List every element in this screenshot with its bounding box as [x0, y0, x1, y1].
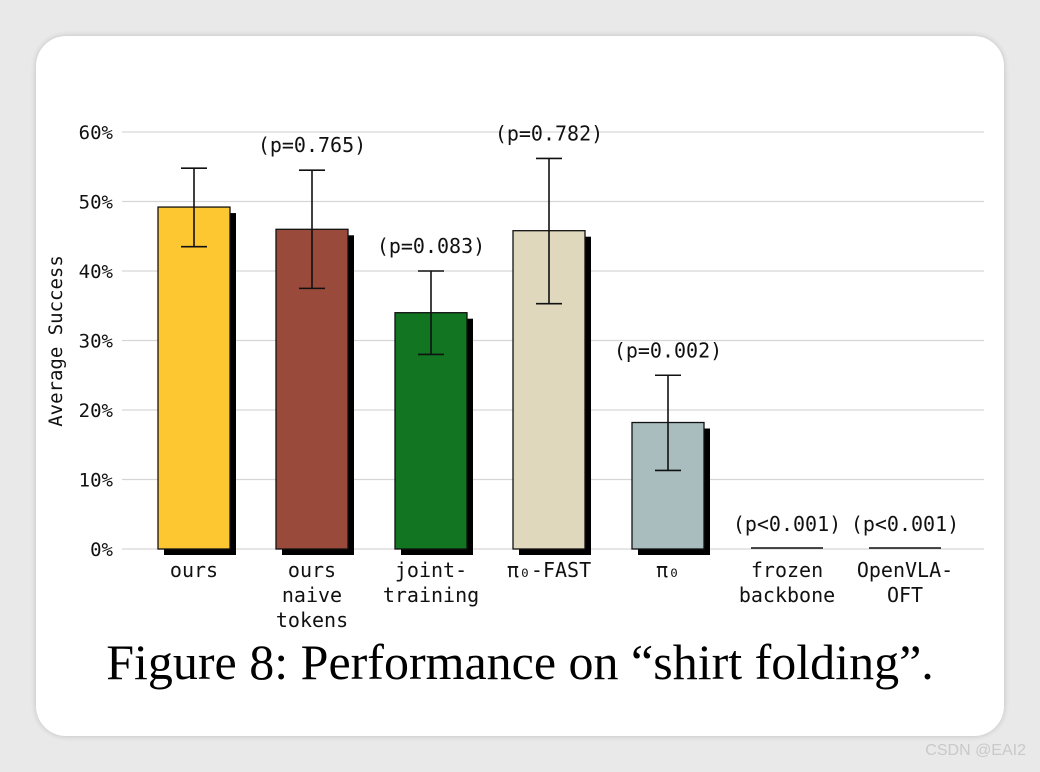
y-tick-label: 60% [79, 122, 114, 144]
y-axis-label: Average Success [45, 255, 67, 427]
p-value-label: (p=0.002) [614, 338, 722, 362]
y-tick-label: 30% [79, 331, 114, 353]
p-value-label: (p=0.083) [377, 234, 485, 258]
p-value-label: (p<0.001) [851, 512, 959, 536]
error-bars [181, 157, 681, 472]
category-labels: ours ours naive tokens joint-training π₀-FAST… [170, 558, 953, 632]
p-value-label: (p=0.782) [495, 121, 603, 145]
bars [157, 206, 941, 556]
category-label: π₀ [656, 558, 680, 582]
p-value-label: (p=0.765) [258, 133, 366, 157]
p-value-label: (p<0.001) [733, 512, 841, 536]
category-label: OpenVLA-OFT [857, 558, 953, 607]
bar [157, 206, 231, 550]
y-tick-labels: 0% 10% 20% 30% 40% 50% 60% [79, 122, 114, 561]
category-label: ours naive tokens [276, 558, 348, 632]
y-tick-label: 50% [79, 192, 114, 214]
category-label: ours [170, 558, 218, 582]
y-tick-label: 0% [90, 539, 113, 561]
y-tick-label: 10% [79, 470, 114, 492]
p-value-annotations: (p=0.765) (p=0.083) (p=0.782) (p=0.002) (p<0… [258, 121, 959, 536]
category-label: frozen backbone [739, 558, 835, 607]
category-label: π₀-FAST [507, 558, 591, 582]
y-tick-label: 40% [79, 261, 114, 283]
category-label: joint-training [383, 558, 479, 607]
y-tick-label: 20% [79, 400, 114, 422]
figure-caption: Figure 8: Performance on “shirt folding”… [106, 634, 934, 690]
watermark: CSDN @EAI2 [925, 742, 1026, 759]
bar-chart: 0% 10% 20% 30% 40% 50% 60% Average Success (p=… [45, 121, 984, 632]
